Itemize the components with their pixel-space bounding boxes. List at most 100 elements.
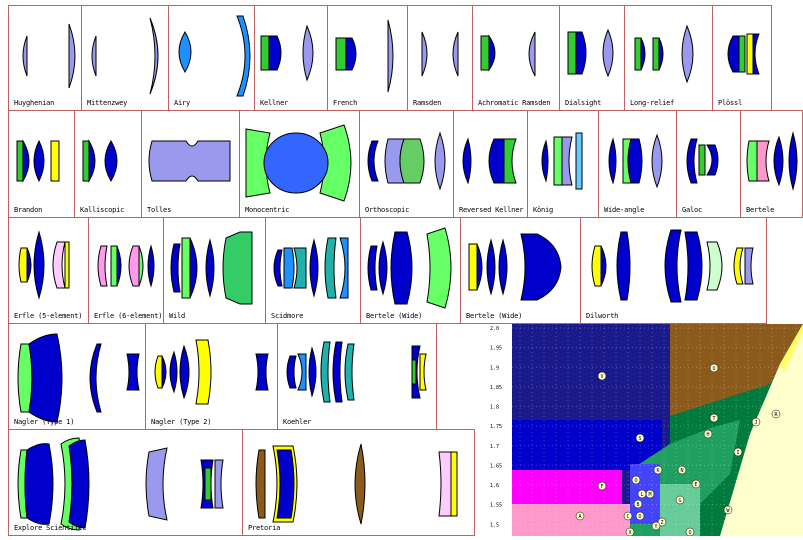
region-marker-label: X — [628, 530, 631, 536]
eyepiece-cell-plossl: Plössl — [712, 5, 772, 111]
lens-diagram — [245, 124, 352, 202]
eyepiece-label: Bertele (Wide) — [466, 312, 523, 320]
region-S — [512, 420, 662, 470]
y-tick-label: 1.75 — [490, 424, 502, 430]
region-marker — [597, 481, 607, 491]
region-marker-label: K — [656, 468, 659, 474]
eyepiece-cell-kalliscopic: Kalliscopic — [74, 110, 142, 218]
eyepiece-cell-long-relief: Long-relief — [624, 5, 713, 111]
region-marker — [691, 479, 701, 489]
eyepiece-cell-explore-scientific: Explore Scientific — [8, 429, 243, 536]
eyepiece-label: Tolles — [147, 206, 172, 214]
eyepiece-cell-erfle-5: Erfle (5-element) — [8, 217, 89, 324]
lens-diagram — [421, 31, 459, 77]
eyepiece-label: Kalliscopic — [80, 206, 125, 214]
eyepiece-cell-konig: König — [527, 110, 599, 218]
region-I — [720, 324, 803, 536]
lens-diagram — [286, 341, 427, 403]
eyepiece-cell-mittenzwey: Mittenzwey — [81, 5, 169, 111]
y-tick-label: 1.8 — [490, 405, 499, 411]
lens-diagram — [541, 132, 583, 190]
region-marker — [657, 517, 667, 527]
lens-diagram — [480, 31, 536, 77]
eyepiece-label: Huyghenian — [14, 99, 55, 107]
region-marker — [677, 465, 687, 475]
lens-diagram — [16, 139, 60, 183]
region-marker-label: B — [636, 502, 639, 508]
eyepiece-label: Long-relief — [630, 99, 675, 107]
region-marker-label: N — [680, 468, 683, 474]
eyepiece-cell-wild: Wild — [163, 217, 266, 324]
region-marker — [675, 495, 685, 505]
eyepiece-label: Nagler (Type 1) — [14, 418, 75, 426]
region-marker — [653, 465, 663, 475]
eyepiece-cell-dilworth: Dilworth — [580, 217, 767, 324]
y-tick-label: 1.85 — [490, 385, 502, 391]
eyepiece-label: Scidmore — [271, 312, 304, 320]
region-marker-label: U — [712, 366, 715, 372]
lens-diagram — [273, 237, 349, 299]
eyepiece-label: Orthoscopic — [365, 206, 410, 214]
lens-diagram — [468, 233, 562, 301]
lens-diagram — [82, 139, 118, 183]
lens-diagram — [91, 17, 159, 95]
region-marker — [651, 521, 661, 531]
region-marker — [709, 413, 719, 423]
region-marker-label: C — [626, 514, 629, 520]
lens-diagram — [727, 33, 760, 75]
region-marker — [637, 489, 647, 499]
eyepiece-cell-bertele: Bertele — [740, 110, 803, 218]
region-marker — [635, 511, 645, 521]
lens-diagram — [170, 231, 253, 305]
lens-diagram — [255, 443, 458, 525]
eyepiece-cell-bertele-wide-2: Bertele (Wide) — [460, 217, 581, 324]
region-marker-label: G — [678, 498, 681, 504]
eyepiece-label: Erfle (5-element) — [14, 312, 83, 320]
y-tick-label: 1.6 — [490, 483, 499, 489]
eyepiece-label: Dilworth — [586, 312, 619, 320]
eyepiece-cell-monocentric: Monocentric — [239, 110, 360, 218]
eyepiece-cell-nagler-2: Nagler (Type 2) — [145, 323, 278, 430]
glass-map-chart: 2.0 1.95 1.9 1.85 1.8 1.75 1.7 1.65 1.6 1.55 1.5 V… — [480, 324, 803, 537]
region-marker-label: H — [706, 432, 709, 438]
eyepiece-cell-ramsden: Ramsden — [407, 5, 473, 111]
eyepiece-cell-pretoria: Pretoria — [242, 429, 475, 536]
region-marker-label: M — [648, 492, 651, 498]
eyepiece-label: Koehler — [283, 418, 312, 426]
y-tick-label: 1.9 — [490, 365, 499, 371]
region-marker — [723, 505, 733, 515]
eyepiece-label: Reversed Kellner — [459, 206, 524, 214]
region-A — [512, 504, 642, 536]
eyepiece-cell-galoc: Galoc — [676, 110, 741, 218]
eyepiece-label: Galoc — [682, 206, 703, 214]
eyepiece-label: Wide-angle — [604, 206, 645, 214]
lens-diagram — [154, 339, 269, 405]
eyepiece-cell-scidmore: Scidmore — [265, 217, 361, 324]
region-marker-label: S — [638, 436, 641, 442]
region-marker — [597, 371, 607, 381]
eyepiece-cell-reversed-kellner: Reversed Kellner — [453, 110, 528, 218]
eyepiece-label: Dialsight — [565, 99, 602, 107]
eyepiece-cell-french: French — [327, 5, 408, 111]
y-tick-label: 1.5 — [490, 522, 499, 528]
region-marker — [733, 447, 743, 457]
eyepiece-label: Erfle (6-element) — [94, 312, 163, 320]
eyepiece-cell-tolles: Tolles — [141, 110, 240, 218]
eyepiece-label: Bertele (Wide) — [366, 312, 423, 320]
eyepiece-label: Airy — [174, 99, 191, 107]
lens-diagram — [260, 24, 314, 82]
region-marker — [751, 417, 761, 427]
eyepiece-label: Achromatic Ramsden — [478, 99, 551, 107]
lens-diagram — [591, 229, 754, 303]
lens-diagram — [462, 137, 517, 185]
lens-diagram — [22, 23, 76, 89]
eyepiece-label: Kellner — [260, 99, 289, 107]
region-marker-label: J — [754, 420, 757, 426]
y-tick-label: 1.55 — [490, 503, 502, 509]
lens-diagram — [367, 131, 446, 191]
eyepiece-cell-airy: Airy — [168, 5, 255, 111]
region-marker-label: F — [600, 484, 603, 490]
eyepiece-cell-brandon: Brandon — [8, 110, 75, 218]
region-marker-label: V — [600, 374, 603, 380]
region-marker — [703, 429, 713, 439]
